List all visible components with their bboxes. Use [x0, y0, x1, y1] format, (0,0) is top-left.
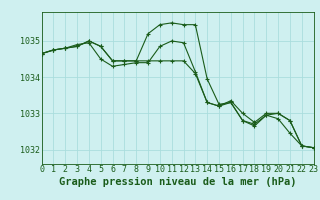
X-axis label: Graphe pression niveau de la mer (hPa): Graphe pression niveau de la mer (hPa) — [59, 177, 296, 187]
